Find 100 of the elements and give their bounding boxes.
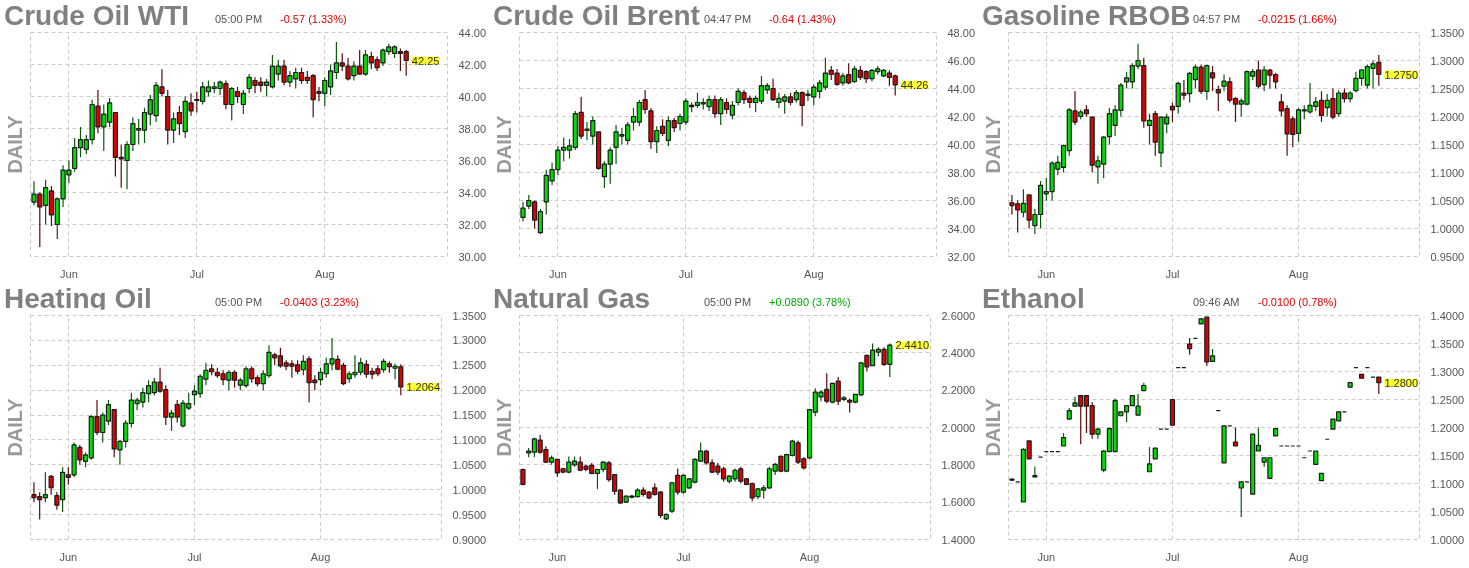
- text: 2.4410: [895, 339, 930, 352]
- text: 1.2750: [1384, 68, 1419, 81]
- x-tick-label: Jul: [678, 267, 693, 280]
- x-tick-label: Jun: [549, 267, 567, 280]
- y-tick-label: 40.00: [947, 138, 976, 151]
- y-tick-label: 1.6000: [941, 496, 976, 509]
- y-tick-label: 32.00: [458, 218, 487, 231]
- y-tick-label: 30.00: [458, 250, 487, 263]
- y-tick-label: 1.2000: [452, 384, 487, 397]
- chart-title: Natural Gas: [493, 282, 651, 316]
- y-tick-label: 36.00: [458, 154, 487, 167]
- y-tick-label: 1.4000: [1430, 309, 1465, 322]
- text: -0.0100 (0.78%): [1258, 295, 1337, 310]
- y-axis-title: DAILY: [3, 397, 26, 457]
- text: 04:47 PM: [704, 12, 752, 27]
- x-tick-label: Aug: [315, 267, 335, 280]
- text: 1.2800: [1384, 376, 1419, 389]
- x-tick-label: Jul: [676, 550, 691, 563]
- y-tick-label: 1.2500: [1430, 82, 1465, 95]
- y-tick-label: 0.9500: [452, 508, 487, 521]
- text: 42.25: [411, 54, 440, 67]
- candlestick: [1215, 85, 1221, 112]
- x-tick-label: Aug: [799, 550, 820, 563]
- y-tick-label: 2.4000: [941, 346, 976, 359]
- text: 05:00 PM: [215, 12, 263, 27]
- candlestick: [520, 201, 526, 223]
- text: 04:57 PM: [1193, 12, 1241, 27]
- y-tick-label: 38.00: [947, 166, 976, 179]
- y-tick-label: 44.00: [458, 26, 487, 39]
- y-tick-label: 1.3000: [452, 334, 487, 347]
- candlestick: [1135, 393, 1141, 416]
- y-tick-label: 1.3000: [1430, 365, 1465, 378]
- y-tick-label: 36.00: [947, 194, 976, 207]
- y-tick-label: 1.0500: [452, 458, 487, 471]
- x-tick-label: Aug: [1288, 550, 1309, 563]
- y-axis-title: DAILY: [3, 114, 26, 174]
- y-tick-label: 1.3500: [1430, 26, 1465, 39]
- candlestick: [1232, 426, 1239, 447]
- chart-title: Crude Oil WTI: [4, 0, 190, 33]
- x-tick-label: Aug: [804, 267, 824, 280]
- y-tick-label: 1.8000: [941, 458, 976, 471]
- y-tick-label: 44.00: [947, 82, 976, 95]
- y-axis-title: DAILY: [981, 397, 1004, 457]
- x-tick-label: Jul: [1165, 550, 1180, 563]
- y-tick-label: 1.2000: [1430, 421, 1465, 434]
- y-tick-label: 1.2000: [1430, 110, 1465, 123]
- chart-title: Heating Oil: [4, 282, 152, 316]
- y-tick-label: 40.00: [458, 90, 487, 103]
- candlestick: [48, 474, 54, 496]
- candlestick: [1146, 446, 1153, 473]
- y-tick-label: 1.2500: [1430, 393, 1465, 406]
- x-tick-label: Jun: [548, 550, 567, 563]
- y-tick-label: 1.0500: [1430, 194, 1465, 207]
- y-tick-label: 1.3500: [1430, 337, 1465, 350]
- y-tick-label: 1.1000: [452, 433, 487, 446]
- y-tick-label: 38.00: [458, 122, 487, 135]
- x-tick-label: Jul: [1165, 267, 1180, 280]
- text: +0.0890 (3.78%): [769, 295, 851, 310]
- text: -0.57 (1.33%): [280, 12, 347, 27]
- y-tick-label: 1.3500: [452, 309, 487, 322]
- text: 09:46 AM: [1193, 295, 1240, 310]
- y-tick-label: 1.0000: [452, 483, 487, 496]
- x-tick-label: Jun: [1037, 267, 1056, 280]
- y-tick-label: 32.00: [947, 250, 976, 263]
- y-tick-label: 0.9000: [452, 533, 487, 546]
- x-tick-label: Aug: [1288, 267, 1309, 280]
- y-tick-label: 0.9500: [1430, 250, 1465, 263]
- y-tick-label: 34.00: [947, 222, 976, 235]
- y-tick-label: 42.00: [947, 110, 976, 123]
- y-tick-label: 2.0000: [941, 421, 976, 434]
- y-tick-label: 1.2500: [452, 359, 487, 372]
- x-tick-label: Aug: [310, 550, 331, 563]
- y-tick-label: 2.6000: [941, 309, 976, 322]
- y-tick-label: 1.1000: [1430, 166, 1465, 179]
- text: 1.2064: [406, 380, 441, 393]
- y-tick-label: 1.1500: [1430, 449, 1465, 462]
- y-tick-label: 1.4000: [941, 533, 976, 546]
- y-tick-label: 2.2000: [941, 384, 976, 397]
- chart-title: Gasoline RBOB: [982, 0, 1191, 33]
- chart-title: Ethanol: [982, 282, 1085, 316]
- chart-title: Crude Oil Brent: [493, 0, 700, 33]
- x-tick-label: Jul: [189, 267, 204, 280]
- y-axis-title: DAILY: [492, 114, 515, 174]
- x-tick-label: Jun: [1037, 550, 1056, 563]
- y-axis-title: DAILY: [492, 397, 515, 457]
- y-tick-label: 1.1500: [1430, 138, 1465, 151]
- candlestick: [1032, 466, 1038, 478]
- y-tick-label: 42.00: [458, 58, 487, 71]
- y-tick-label: 34.00: [458, 186, 487, 199]
- x-tick-label: Jul: [187, 550, 202, 563]
- y-tick-label: 1.0500: [1430, 505, 1465, 518]
- text: 44.26: [900, 78, 929, 91]
- y-axis-title: DAILY: [981, 114, 1004, 174]
- y-tick-label: 1.0000: [1430, 533, 1465, 546]
- y-tick-label: 48.00: [947, 26, 976, 39]
- x-tick-label: Jun: [60, 267, 78, 280]
- y-tick-label: 1.1500: [452, 409, 487, 422]
- text: -0.64 (1.43%): [769, 12, 836, 27]
- text: -0.0403 (3.23%): [280, 295, 359, 310]
- y-tick-label: 46.00: [947, 54, 976, 67]
